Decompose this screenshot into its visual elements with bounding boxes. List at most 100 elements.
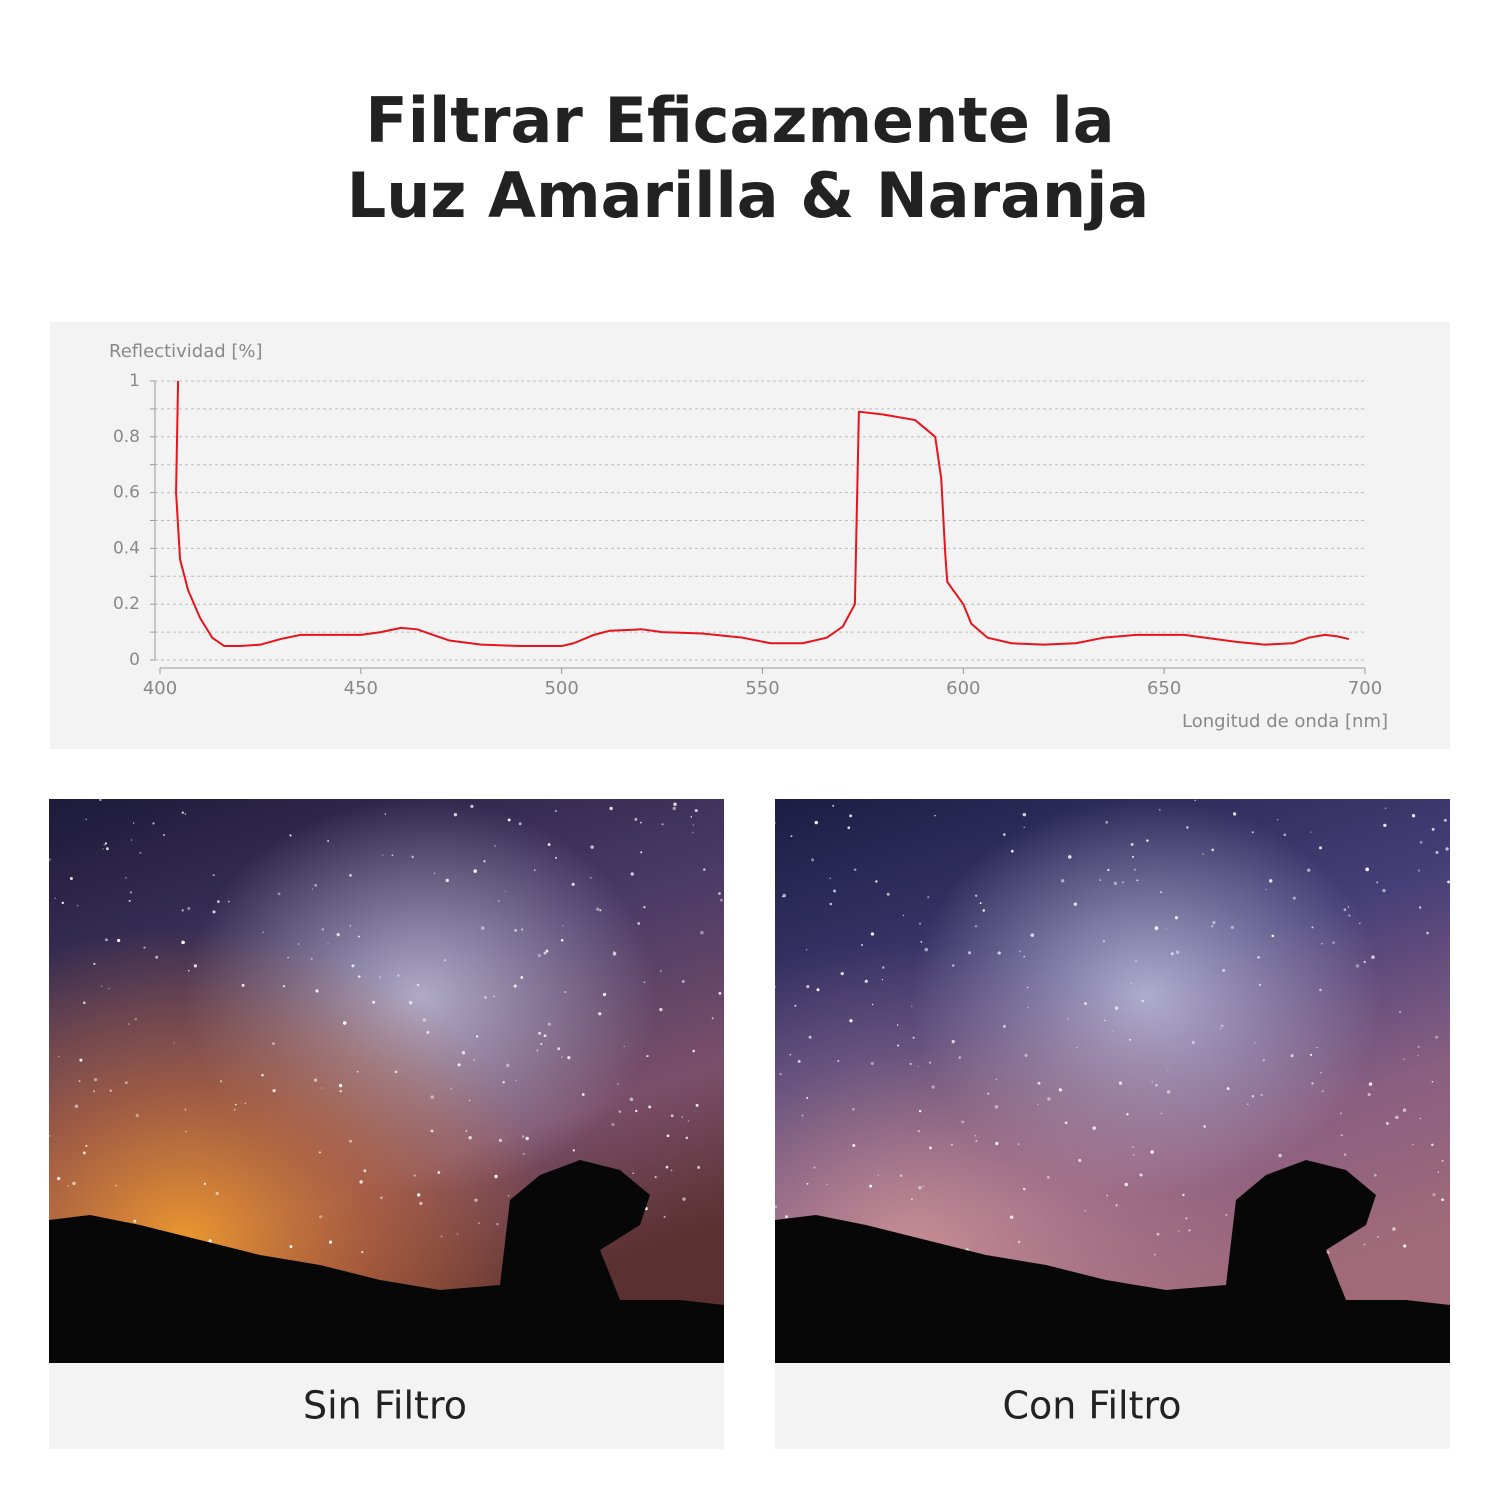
star xyxy=(502,1081,505,1084)
star xyxy=(952,964,955,967)
star xyxy=(318,1151,321,1154)
star xyxy=(659,1007,663,1012)
chart-panel xyxy=(50,322,1450,749)
star xyxy=(1084,1002,1087,1005)
star xyxy=(666,1134,670,1138)
star xyxy=(411,855,414,859)
star xyxy=(634,817,638,821)
star xyxy=(995,1078,998,1081)
star xyxy=(560,938,564,942)
photo-after xyxy=(775,799,1450,1363)
star xyxy=(133,822,135,824)
star xyxy=(1202,853,1204,855)
star xyxy=(1399,1010,1402,1013)
star xyxy=(1402,1108,1407,1112)
star xyxy=(181,811,184,814)
star xyxy=(1257,956,1260,959)
star xyxy=(685,1136,689,1140)
star xyxy=(152,822,155,825)
star xyxy=(711,1017,714,1020)
star xyxy=(1365,867,1369,872)
star xyxy=(562,925,564,927)
star xyxy=(1226,1087,1230,1091)
star xyxy=(1403,1244,1407,1248)
star xyxy=(643,906,646,909)
star xyxy=(958,1056,962,1059)
star xyxy=(233,1108,236,1112)
star xyxy=(1441,1198,1444,1201)
star xyxy=(1022,812,1027,817)
star xyxy=(1431,1080,1434,1083)
star xyxy=(104,842,108,845)
star xyxy=(852,1107,855,1111)
star xyxy=(1419,1117,1422,1120)
star xyxy=(1340,1134,1343,1137)
star xyxy=(514,928,518,932)
star xyxy=(227,900,230,903)
y-tick-label: 0.8 xyxy=(113,427,140,447)
y-tick-label: 0.4 xyxy=(113,538,140,558)
star xyxy=(1017,1240,1021,1244)
star xyxy=(184,813,187,815)
star xyxy=(782,893,787,898)
star xyxy=(1129,1038,1132,1041)
star xyxy=(311,888,314,890)
star xyxy=(220,1080,223,1083)
star xyxy=(1002,1024,1006,1028)
star xyxy=(1153,1253,1156,1256)
star xyxy=(391,854,394,857)
star xyxy=(598,1012,602,1016)
star xyxy=(1023,955,1025,958)
star xyxy=(1432,1193,1436,1197)
y-tick-label: 1 xyxy=(129,371,140,391)
star xyxy=(886,892,890,896)
star xyxy=(100,985,103,987)
star xyxy=(1067,855,1072,859)
star xyxy=(319,1215,323,1219)
star xyxy=(507,818,511,822)
star xyxy=(1310,1053,1313,1056)
star xyxy=(184,1108,187,1111)
star xyxy=(974,1134,977,1137)
y-tick-label: 0 xyxy=(129,650,140,670)
star xyxy=(504,890,507,893)
star xyxy=(358,935,360,938)
star xyxy=(897,1044,900,1047)
star xyxy=(1139,1173,1143,1177)
star xyxy=(1135,960,1137,962)
star xyxy=(537,953,542,958)
star xyxy=(617,1083,619,1085)
star xyxy=(457,1063,461,1067)
star xyxy=(217,900,220,903)
star xyxy=(1332,941,1335,944)
star xyxy=(806,985,810,989)
star xyxy=(720,898,723,902)
star xyxy=(632,1172,635,1175)
star xyxy=(475,1035,479,1038)
star xyxy=(1319,846,1322,850)
star xyxy=(1316,1046,1318,1049)
star xyxy=(794,1004,797,1007)
star xyxy=(837,1059,840,1062)
star xyxy=(1067,1017,1069,1020)
star xyxy=(920,940,923,943)
star xyxy=(694,809,698,813)
star xyxy=(961,1120,965,1124)
star xyxy=(58,1055,60,1058)
star xyxy=(1112,1030,1114,1032)
star xyxy=(155,955,159,959)
star xyxy=(397,974,400,977)
star xyxy=(1219,1028,1222,1030)
star xyxy=(315,989,319,993)
star xyxy=(931,1085,935,1089)
star xyxy=(951,1039,955,1044)
star xyxy=(813,1166,816,1169)
star xyxy=(927,896,930,899)
star xyxy=(982,909,986,912)
star xyxy=(1017,1143,1020,1146)
star xyxy=(522,1153,525,1155)
star xyxy=(789,1053,792,1056)
star xyxy=(1310,831,1312,833)
star xyxy=(673,802,677,806)
